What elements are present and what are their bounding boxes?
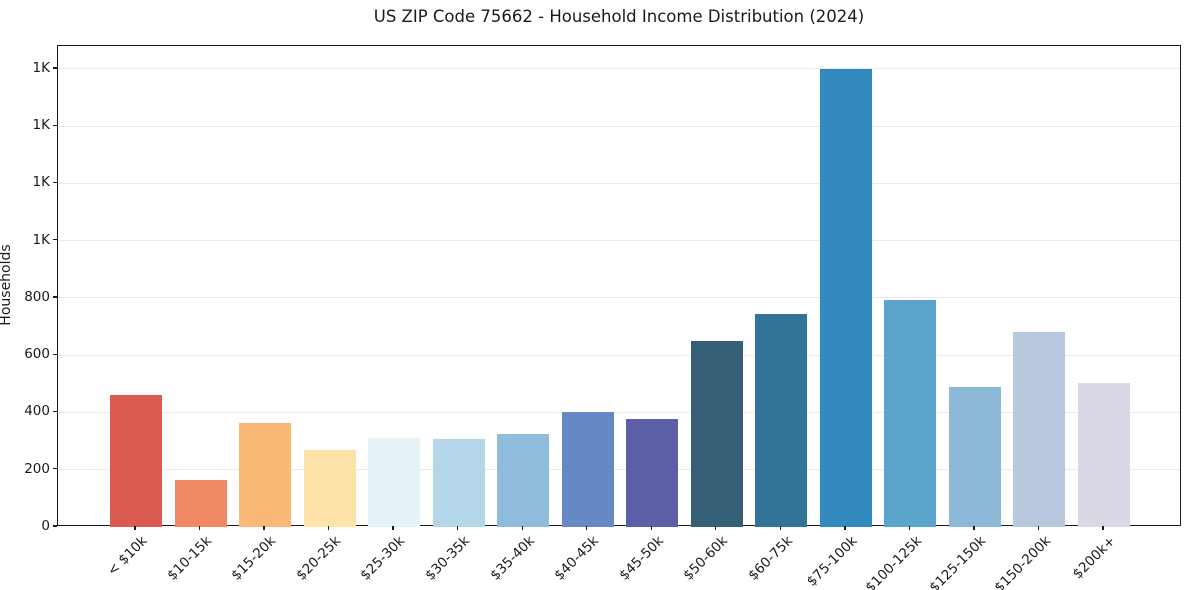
y-tick-mark [53, 468, 57, 470]
x-tick-label-25-30k: $25-30k [357, 533, 409, 584]
y-tick-mark [53, 124, 57, 126]
x-tick-mark [198, 526, 201, 530]
x-tick-mark [779, 526, 781, 530]
bar-75-100k [819, 68, 872, 527]
x-tick-label-35-40k: $35-40k [486, 533, 538, 584]
x-tick-mark [134, 526, 136, 530]
x-tick-label-45-50k: $45-50k [615, 533, 667, 584]
gridline-y-200-200 [58, 469, 1180, 471]
y-axis-label-text: Households [0, 244, 14, 326]
x-tick-mark [1102, 526, 1104, 530]
y-tick-label-1400: 1K [32, 117, 50, 134]
y-tick-label-1200: 1K [32, 174, 50, 191]
gridline-y-1K-1600 [58, 68, 1180, 70]
x-tick-mark [392, 526, 394, 530]
x-tick-label-150-200k: $150-200k [990, 533, 1054, 590]
chart-title: US ZIP Code 75662 - Household Income Dis… [373, 7, 865, 26]
x-tick-label-30-35k: $30-35k [422, 533, 473, 584]
bar-10-15k [174, 480, 227, 527]
y-tick-label-600: 600 [24, 346, 50, 363]
x-tick-mark [908, 526, 911, 530]
x-tick-label-10k: < $10k [104, 533, 151, 580]
x-tick-label-200k: $200k+ [1069, 533, 1119, 583]
x-tick-mark [263, 526, 265, 530]
bar-10k [110, 395, 162, 527]
x-tick-label-50-60k: $50-60k [680, 533, 732, 584]
bar-125-150k [948, 386, 1001, 527]
x-tick-label-75-100k: $75-100k [803, 533, 861, 590]
y-tick-label-800: 800 [24, 288, 50, 305]
gridline-y-1K-1400 [58, 125, 1180, 127]
gridline-y-600-600 [58, 354, 1180, 356]
x-tick-label-100-125k: $100-125k [861, 533, 925, 590]
y-tick-label-0: 0 [41, 518, 50, 534]
x-tick-mark [715, 526, 717, 530]
bar-150-200k [1013, 332, 1066, 527]
bar-35-40k [497, 434, 550, 527]
x-tick-label-15-20k: $15-20k [228, 533, 280, 584]
bar-50-60k [690, 340, 743, 527]
bar-20-25k [303, 449, 356, 527]
x-tick-label-60-75k: $60-75k [744, 533, 796, 584]
bar-45-50k [626, 419, 679, 527]
bar-200k [1078, 382, 1130, 527]
y-tick-label-400: 400 [24, 403, 50, 420]
y-tick-label-200: 200 [24, 460, 50, 477]
gridline-y-400-400 [58, 411, 1180, 413]
gridline-y-1K-1200 [58, 182, 1180, 184]
y-tick-mark [53, 353, 57, 355]
x-tick-mark [457, 526, 459, 530]
x-tick-mark [973, 526, 975, 530]
bar-25-30k [368, 437, 421, 527]
gridline-y-1K-1000 [58, 240, 1180, 242]
x-tick-mark [327, 526, 330, 530]
gridline-y-800-800 [58, 297, 1180, 299]
y-tick-mark [53, 410, 57, 413]
x-tick-mark [650, 526, 652, 530]
x-tick-mark [586, 526, 588, 530]
x-tick-label-10-15k: $10-15k [164, 533, 215, 584]
x-tick-label-125-150k: $125-150k [926, 533, 990, 590]
plot-area [57, 45, 1181, 527]
x-tick-label-20-25k: $20-25k [293, 533, 344, 584]
y-tick-label-1000: 1K [32, 231, 50, 248]
x-tick-mark [844, 526, 846, 530]
y-tick-mark [53, 296, 57, 298]
bar-40-45k [561, 411, 614, 527]
y-tick-mark [53, 239, 57, 241]
bar-15-20k [239, 422, 292, 527]
bar-100-125k [884, 299, 937, 527]
y-tick-mark [53, 181, 57, 184]
y-tick-mark [53, 525, 57, 527]
bar-60-75k [755, 313, 808, 527]
x-tick-mark [1037, 526, 1040, 530]
y-tick-label-1600: 1K [32, 59, 50, 76]
bar-30-35k [432, 439, 485, 527]
x-tick-mark [521, 526, 523, 530]
y-tick-mark [53, 67, 57, 69]
x-tick-label-40-45k: $40-45k [551, 533, 603, 584]
